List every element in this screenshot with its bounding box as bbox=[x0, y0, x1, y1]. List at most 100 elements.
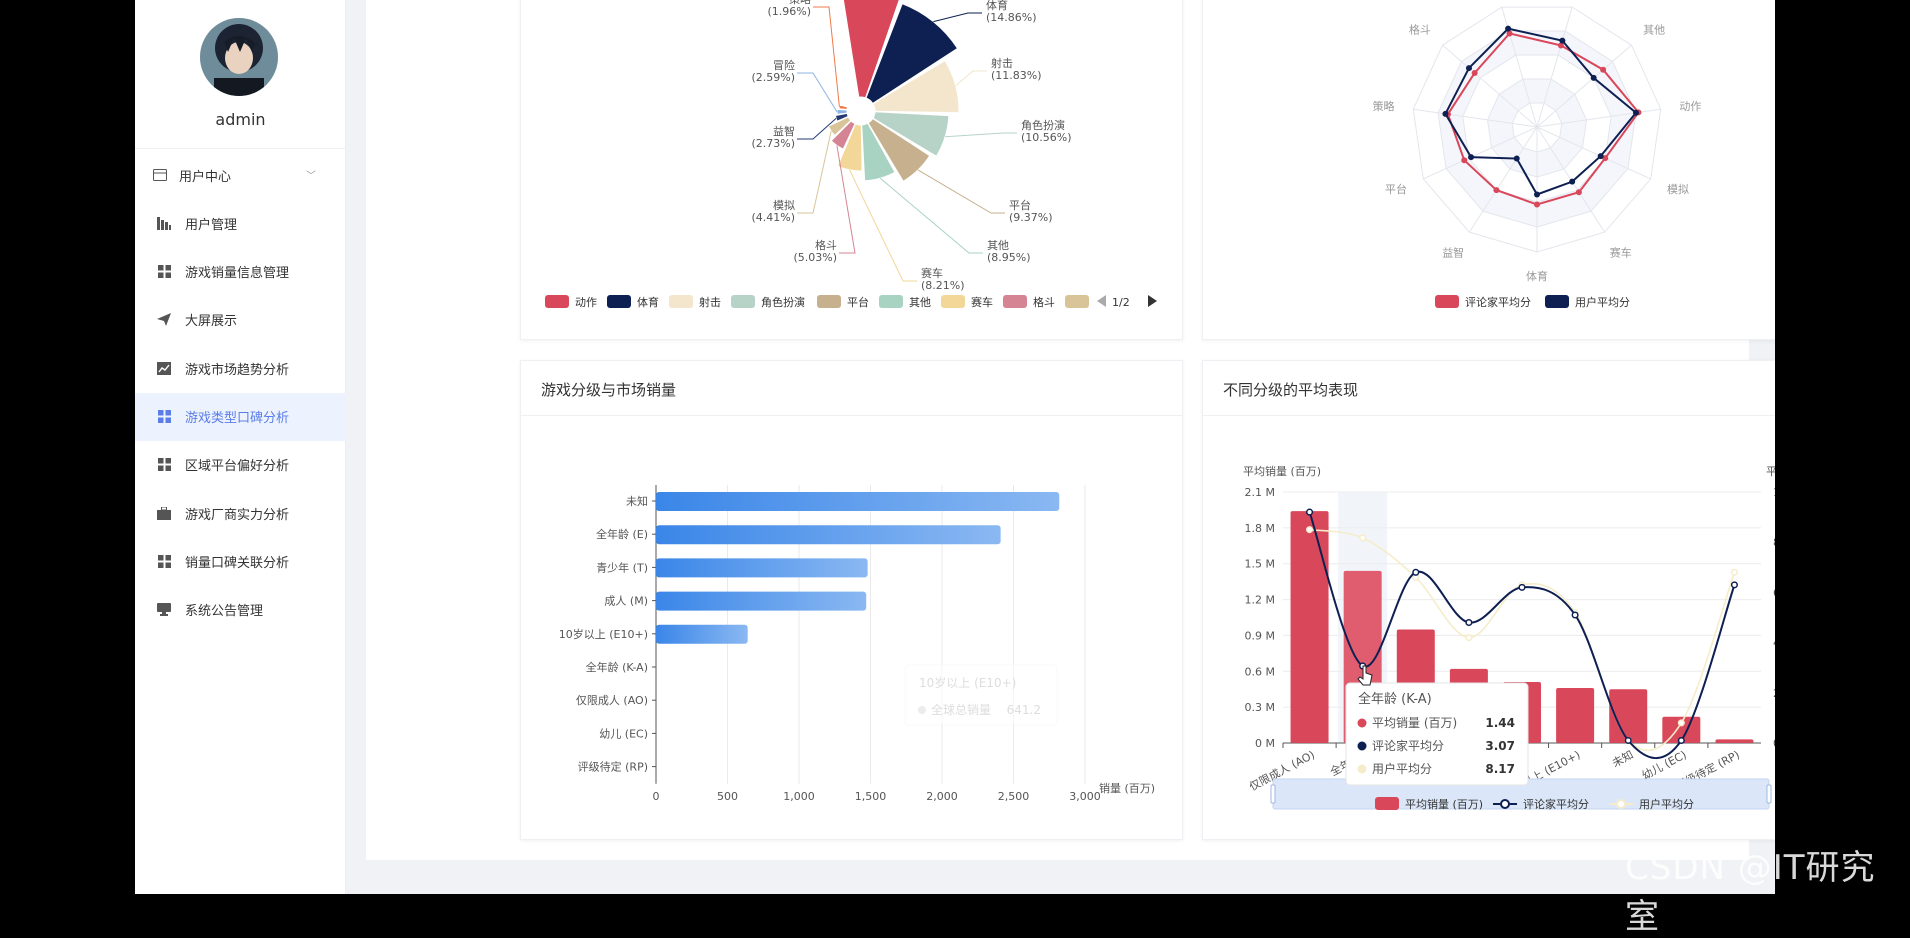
x-tick-label: 2,000 bbox=[926, 790, 958, 803]
y-left-tick-label: 1.2 M bbox=[1245, 594, 1275, 607]
pie-label-line bbox=[879, 177, 983, 254]
y-right-tick-label: 10 bbox=[1773, 486, 1775, 499]
legend-next-arrow-icon[interactable] bbox=[1148, 295, 1157, 307]
pie-slice bbox=[837, 123, 863, 172]
divider bbox=[1203, 415, 1775, 416]
chevron-down-icon[interactable]: ﹀ bbox=[306, 171, 316, 182]
x-tick-label: 3,000 bbox=[1069, 790, 1101, 803]
sidebar-item-9[interactable]: 系统公告管理 bbox=[135, 586, 346, 634]
radar-point bbox=[1513, 155, 1520, 162]
sidebar-item-3[interactable]: 大屏展示 bbox=[135, 296, 346, 344]
sidebar-item-label: 游戏类型口碑分析 bbox=[185, 411, 290, 426]
pie-label-percent: (2.59%) bbox=[751, 71, 795, 84]
genre-rose-pie-chart: 体育(14.86%)射击(11.83%)角色扮演(10.56%)平台(9.37%… bbox=[545, 0, 1157, 309]
datazoom-handle-left bbox=[1270, 784, 1276, 804]
line-point bbox=[1306, 526, 1314, 534]
sidebar-item-8[interactable]: 销量口碑关联分析 bbox=[135, 537, 346, 585]
legend-label: 格斗 bbox=[1033, 295, 1055, 309]
legend-swatch-marker bbox=[1616, 799, 1626, 809]
pie-slice bbox=[838, 104, 849, 111]
y-category-label: 未知 bbox=[626, 494, 648, 508]
sidebar-item-0[interactable]: 用户中心 ﹀ bbox=[135, 151, 346, 199]
sidebar-item-label: 区域平台偏好分析 bbox=[185, 459, 290, 475]
y-category-label: 全年龄 (K-A) bbox=[586, 660, 648, 674]
sidebar-item-2[interactable]: 游戏销量信息管理 bbox=[135, 248, 346, 296]
radar-point bbox=[1493, 187, 1500, 194]
monitor-icon bbox=[157, 603, 171, 617]
legend-label: 评论家平均分 bbox=[1523, 797, 1589, 811]
avatar[interactable] bbox=[200, 18, 278, 96]
radar-axis-line bbox=[1423, 126, 1538, 180]
y-category-label: 青少年 (T) bbox=[596, 560, 648, 574]
radar-series-line bbox=[1444, 27, 1638, 196]
tooltip-title: 全年龄 (K-A) bbox=[1358, 691, 1432, 707]
sidebar-item-label: 用户管理 bbox=[185, 217, 238, 233]
radar-point bbox=[1506, 30, 1513, 37]
sidebar-item-label: 销量口碑关联分析 bbox=[185, 555, 290, 571]
pie-label-line bbox=[933, 12, 982, 23]
legend-label: 射击 bbox=[699, 295, 721, 309]
radar-indicator-label: 其他 bbox=[1643, 23, 1665, 36]
x-tick-label: 1,500 bbox=[855, 790, 887, 803]
pie-label-percent: (14.86%) bbox=[986, 11, 1037, 24]
sidebar: admin 用户中心 ﹀ 用户管理游戏销量信息管理 大屏展示 游戏市场趋势分析游戏类型口… bbox=[135, 0, 346, 894]
sidebar-item-1[interactable]: 用户管理 bbox=[135, 199, 346, 247]
pie-label-line bbox=[797, 118, 837, 140]
bar bbox=[1556, 688, 1595, 743]
radar-point bbox=[1534, 201, 1540, 208]
card-icon bbox=[153, 168, 167, 182]
radar-point bbox=[1559, 37, 1566, 44]
pie-label-line bbox=[813, 6, 840, 107]
radar-point bbox=[1468, 154, 1475, 161]
datazoom-handle-right bbox=[1766, 784, 1772, 804]
sidebar-item-5[interactable]: 游戏类型口碑分析 bbox=[135, 392, 346, 441]
line-point bbox=[1518, 583, 1526, 591]
radar-axis-line bbox=[1536, 6, 1573, 128]
pie-label-name: 体育 bbox=[986, 0, 1008, 12]
y-left-axis-title: 平均销量 (百万) bbox=[1243, 464, 1321, 478]
radar-point bbox=[1600, 66, 1607, 73]
username: admin bbox=[215, 110, 266, 129]
radar-indicator-label: 策略 bbox=[1373, 99, 1395, 113]
pie-slice bbox=[836, 108, 848, 115]
radar-indicator-label: 平台 bbox=[1385, 182, 1407, 196]
radar-indicator-label: 动作 bbox=[1679, 100, 1701, 113]
radar-indicator-label: 体育 bbox=[1526, 269, 1548, 283]
bar bbox=[656, 624, 748, 644]
x-tick-label: 0 bbox=[653, 790, 660, 803]
radar-axis-line bbox=[1413, 108, 1538, 128]
y-left-tick-label: 0.3 M bbox=[1245, 701, 1275, 714]
bar bbox=[1609, 689, 1648, 743]
y-category-label: 成人 (M) bbox=[604, 595, 648, 608]
x-tick-label: 2,500 bbox=[998, 790, 1030, 803]
faded-tooltip-marker bbox=[918, 706, 926, 714]
sidebar-item-4[interactable]: 游戏市场趋势分析 bbox=[135, 344, 346, 392]
y-right-tick-label: 2 bbox=[1773, 687, 1775, 700]
sidebar-item-6[interactable]: 区域平台偏好分析 bbox=[135, 441, 346, 489]
sidebar-item-label: 用户中心 bbox=[179, 169, 232, 185]
line-point bbox=[1730, 568, 1738, 576]
divider bbox=[135, 148, 346, 149]
legend-swatch bbox=[545, 295, 569, 308]
genre-radar-card: 射击冒险其他动作模拟赛车体育益智平台策略格斗评论家平均分用户平均分 bbox=[1202, 0, 1775, 340]
send-icon bbox=[157, 313, 171, 327]
line-point bbox=[1465, 618, 1473, 627]
pie-label-name: 策略 bbox=[789, 0, 811, 6]
pie-label-name: 益智 bbox=[773, 124, 795, 138]
sidebar-item-7[interactable]: 游戏厂商实力分析 bbox=[135, 489, 346, 537]
pie-label-percent: (4.41%) bbox=[751, 211, 795, 224]
legend-prev-arrow-icon[interactable] bbox=[1097, 295, 1106, 307]
pie-label-name: 格斗 bbox=[815, 238, 837, 252]
tooltip-label: 评论家平均分 bbox=[1372, 738, 1444, 753]
bar bbox=[1715, 739, 1754, 743]
line-point bbox=[1571, 611, 1579, 619]
y-left-tick-label: 1.5 M bbox=[1245, 558, 1275, 571]
genre-pie-card: 体育 (14.86%) 射击 (11.83%) 角色扮演 (10.56%) 平台 (9.37%… bbox=[520, 0, 1183, 340]
legend-label: 用户平均分 bbox=[1575, 295, 1630, 309]
radar-axis-line bbox=[1468, 126, 1538, 233]
sidebar-item-label: 系统公告管理 bbox=[185, 604, 264, 620]
radar-indicator-label: 赛车 bbox=[1610, 245, 1632, 259]
legend-label: 平均销量 (百万) bbox=[1405, 797, 1483, 811]
sidebar-item-label: 游戏厂商实力分析 bbox=[185, 507, 290, 523]
